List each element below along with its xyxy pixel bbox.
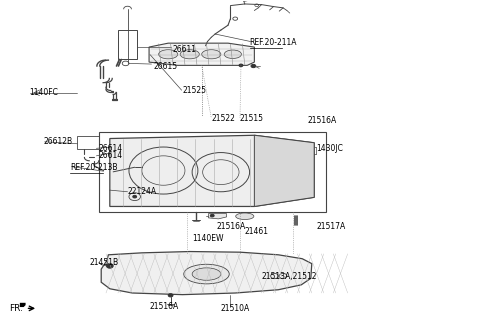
Polygon shape xyxy=(20,303,25,307)
Polygon shape xyxy=(254,135,314,206)
Circle shape xyxy=(133,195,137,198)
Text: REF.20-213B: REF.20-213B xyxy=(70,163,118,172)
Bar xyxy=(77,136,104,149)
Text: 21451B: 21451B xyxy=(89,258,119,267)
Ellipse shape xyxy=(236,213,254,219)
Circle shape xyxy=(107,264,113,268)
Text: 21510A: 21510A xyxy=(221,304,250,313)
Polygon shape xyxy=(110,135,314,206)
Text: 21515: 21515 xyxy=(240,114,264,123)
Polygon shape xyxy=(208,214,227,219)
Text: 26612B: 26612B xyxy=(44,137,73,146)
Text: 21525: 21525 xyxy=(182,86,206,95)
Ellipse shape xyxy=(158,50,178,59)
Text: 21522: 21522 xyxy=(211,114,235,123)
Text: 1140EW: 1140EW xyxy=(192,234,224,243)
Text: 21517A: 21517A xyxy=(317,222,346,231)
FancyBboxPatch shape xyxy=(118,30,137,59)
Circle shape xyxy=(168,294,173,297)
Text: 1140FC: 1140FC xyxy=(29,88,58,97)
Circle shape xyxy=(210,214,214,217)
Circle shape xyxy=(103,170,109,174)
Text: 21461: 21461 xyxy=(245,227,269,236)
Circle shape xyxy=(239,64,243,67)
Ellipse shape xyxy=(184,264,229,284)
Ellipse shape xyxy=(192,268,221,280)
Text: FR.: FR. xyxy=(9,304,23,313)
Ellipse shape xyxy=(224,50,241,58)
Text: 21516A: 21516A xyxy=(216,222,245,231)
Text: 26615: 26615 xyxy=(154,62,178,71)
Text: 21516A: 21516A xyxy=(307,116,336,125)
Text: REF.20-211A: REF.20-211A xyxy=(250,38,297,47)
Bar xyxy=(99,132,326,212)
Ellipse shape xyxy=(202,50,221,59)
Text: 22124A: 22124A xyxy=(128,187,156,196)
Text: 26614: 26614 xyxy=(99,151,123,160)
Circle shape xyxy=(251,64,256,68)
Ellipse shape xyxy=(180,50,199,59)
Text: 26614: 26614 xyxy=(99,144,123,153)
Polygon shape xyxy=(101,252,312,295)
Text: 1430JC: 1430JC xyxy=(317,144,344,153)
Text: 21513A,21512: 21513A,21512 xyxy=(262,272,317,281)
Text: 26611: 26611 xyxy=(173,45,197,54)
Text: 21516A: 21516A xyxy=(149,301,178,311)
Polygon shape xyxy=(149,43,254,65)
